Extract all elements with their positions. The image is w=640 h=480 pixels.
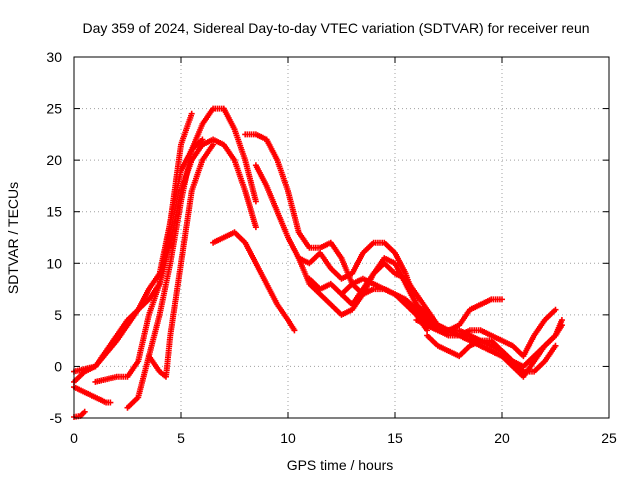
y-tick-label-1: 0 bbox=[54, 358, 62, 374]
axis-ticks bbox=[73, 56, 610, 419]
x-tick-label-5: 25 bbox=[601, 430, 617, 446]
series-9 bbox=[242, 131, 431, 334]
x-tick-label-4: 20 bbox=[494, 430, 510, 446]
x-tick-label-3: 15 bbox=[387, 430, 403, 446]
series-2 bbox=[124, 105, 259, 411]
series-4 bbox=[92, 136, 206, 385]
series-10-markers bbox=[252, 162, 505, 334]
y-tick-label-5: 20 bbox=[46, 152, 62, 168]
y-tick-label-7: 30 bbox=[46, 49, 62, 65]
series-5-markers bbox=[71, 384, 114, 406]
y-axis-label: SDTVAR / TECUs bbox=[5, 182, 21, 294]
series-15 bbox=[413, 317, 516, 365]
series-5 bbox=[71, 384, 114, 406]
y-tick-label-0: -5 bbox=[50, 410, 63, 426]
y-tick-label-3: 10 bbox=[46, 255, 62, 271]
x-tick-label-2: 10 bbox=[280, 430, 296, 446]
series-7-markers bbox=[145, 141, 217, 380]
x-tick-label-0: 0 bbox=[70, 430, 78, 446]
y-tick-label-2: 5 bbox=[54, 307, 62, 323]
series-4-markers bbox=[92, 136, 206, 385]
series-10 bbox=[252, 162, 505, 334]
series-8 bbox=[210, 229, 298, 334]
plot-frame bbox=[73, 56, 610, 419]
series-8-markers bbox=[210, 229, 298, 334]
y-tick-label-4: 15 bbox=[46, 204, 62, 220]
x-axis-label: GPS time / hours bbox=[287, 457, 394, 473]
series-7 bbox=[145, 141, 217, 380]
series-9-markers bbox=[242, 131, 431, 334]
x-tick-label-1: 5 bbox=[177, 430, 185, 446]
data-layer bbox=[71, 105, 565, 420]
tick-labels: 0 5 10 15 20 25 -5 0 5 10 15 20 25 30 bbox=[46, 49, 617, 446]
chart-title: Day 359 of 2024, Sidereal Day-to-day VTE… bbox=[82, 20, 589, 36]
series-15-markers bbox=[413, 317, 516, 365]
y-tick-label-6: 25 bbox=[46, 101, 62, 117]
series-2-markers bbox=[124, 105, 259, 411]
